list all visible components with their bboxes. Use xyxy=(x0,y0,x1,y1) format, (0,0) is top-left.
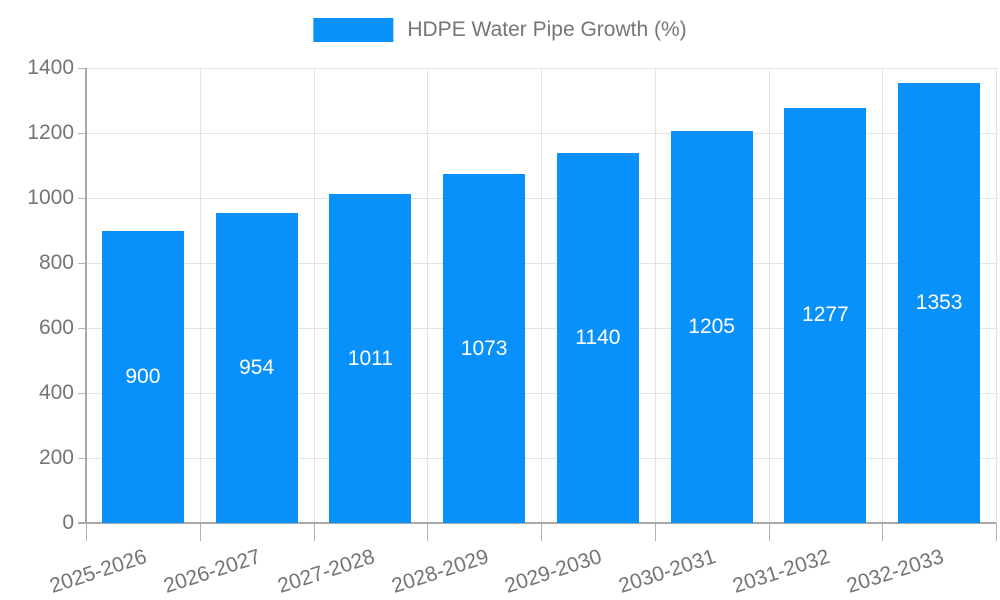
gridline-vertical xyxy=(313,68,315,523)
bar: 1277 xyxy=(784,107,867,523)
y-axis-tick xyxy=(78,263,86,264)
y-axis-label: 200 xyxy=(38,446,74,469)
bar-value-label: 1073 xyxy=(460,336,508,360)
y-axis-label: 800 xyxy=(38,251,74,274)
y-axis-tick xyxy=(78,393,86,394)
x-axis-tick xyxy=(199,523,201,541)
x-axis-tick xyxy=(882,523,884,541)
x-axis-tick xyxy=(768,523,770,541)
x-axis-label: 2029-2030 xyxy=(502,545,605,598)
bar: 1073 xyxy=(443,174,526,523)
bar-value-label: 1011 xyxy=(347,346,393,370)
bar: 1353 xyxy=(898,83,981,523)
gridline-vertical xyxy=(882,68,884,523)
y-axis-line xyxy=(85,68,87,523)
gridline-vertical xyxy=(427,68,429,523)
x-axis-tick xyxy=(654,523,656,541)
y-axis-tick xyxy=(78,133,86,134)
y-axis-label: 1000 xyxy=(27,186,74,209)
x-axis-tick xyxy=(313,523,315,541)
x-axis-label: 2028-2029 xyxy=(388,545,492,598)
legend[interactable]: HDPE Water Pipe Growth (%) xyxy=(313,18,687,42)
gridline-vertical xyxy=(768,68,770,523)
x-axis-tick xyxy=(86,523,87,541)
bar: 1011 xyxy=(329,194,412,523)
legend-label: HDPE Water Pipe Growth (%) xyxy=(407,18,687,41)
bar-value-label: 1205 xyxy=(688,315,735,339)
x-axis-label: 2026-2027 xyxy=(161,545,264,598)
y-axis-label: 600 xyxy=(38,316,74,339)
bar-value-label: 954 xyxy=(239,355,275,379)
x-axis-label: 2031-2032 xyxy=(729,545,833,598)
gridline-vertical xyxy=(541,68,542,523)
x-axis-label: 2030-2031 xyxy=(616,545,719,598)
y-axis-tick xyxy=(78,458,86,459)
bar-value-label: 1277 xyxy=(802,303,849,327)
bar: 1140 xyxy=(556,152,639,523)
bar: 900 xyxy=(101,230,184,523)
x-axis-label: 2032-2033 xyxy=(843,545,947,598)
x-axis-tick xyxy=(427,523,429,541)
x-axis-line xyxy=(78,522,996,524)
y-axis-tick xyxy=(78,68,86,69)
bar-value-label: 1353 xyxy=(915,291,963,315)
gridline-vertical xyxy=(654,68,656,523)
x-axis-label: 2025-2026 xyxy=(47,545,150,598)
y-axis-label: 1400 xyxy=(27,56,74,79)
y-axis-tick xyxy=(78,328,86,329)
bar: 954 xyxy=(215,212,298,523)
bar-value-label: 900 xyxy=(125,364,161,388)
x-axis-label: 2027-2028 xyxy=(274,545,378,598)
x-axis-tick xyxy=(541,523,542,541)
y-axis-tick xyxy=(78,198,86,199)
y-axis-label: 1200 xyxy=(27,121,74,144)
y-axis-label: 400 xyxy=(38,381,74,404)
gridline-vertical xyxy=(199,68,201,523)
gridline-vertical xyxy=(996,68,997,523)
bar-value-label: 1140 xyxy=(575,325,621,349)
y-axis-label: 0 xyxy=(62,511,74,534)
legend-swatch xyxy=(313,18,394,42)
x-axis-tick xyxy=(996,523,997,541)
bar: 1205 xyxy=(670,131,753,523)
